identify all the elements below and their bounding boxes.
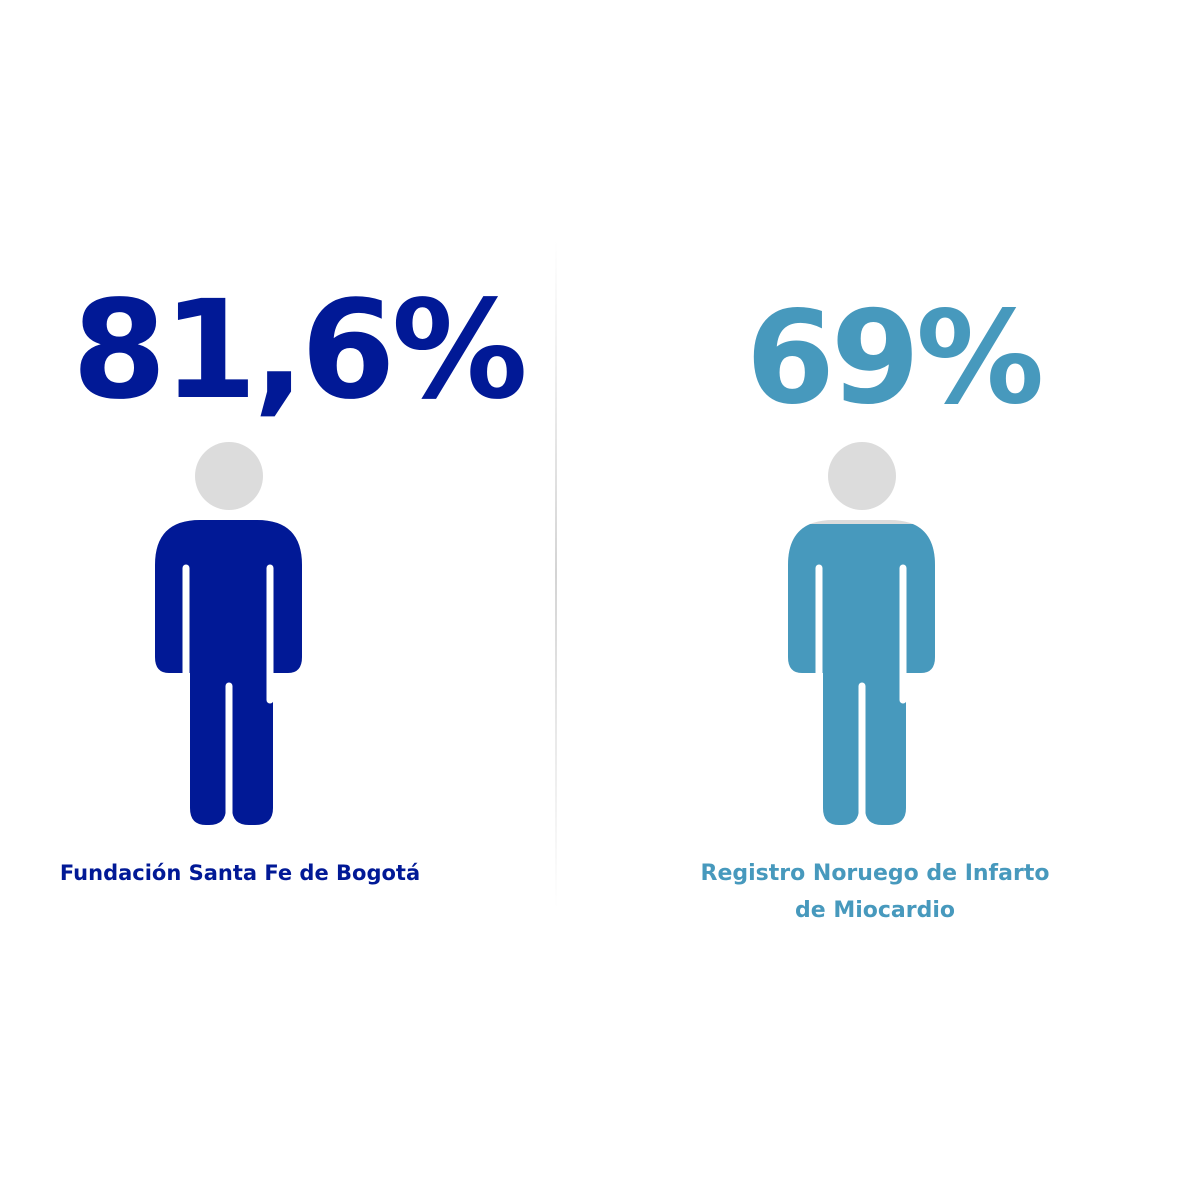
person-head-0 (195, 442, 263, 510)
person-head-1 (828, 442, 896, 510)
category-label-1-line-1: Registro Noruego de Infarto (700, 861, 1050, 886)
person-fill-bar-1 (788, 524, 935, 844)
category-label-0: Fundación Santa Fe de Bogotá (59, 861, 421, 885)
value-label-0: 81,6% (72, 272, 528, 430)
person-icon-0 (155, 442, 302, 844)
person-icon-1 (788, 442, 935, 844)
person-fill-bar-0 (155, 520, 302, 844)
divider (555, 240, 557, 908)
value-label-1: 69% (745, 284, 1044, 433)
category-label-1: Registro Noruego de Infarto de Miocardio (640, 855, 1110, 929)
category-label-1-line-2: de Miocardio (794, 898, 955, 923)
